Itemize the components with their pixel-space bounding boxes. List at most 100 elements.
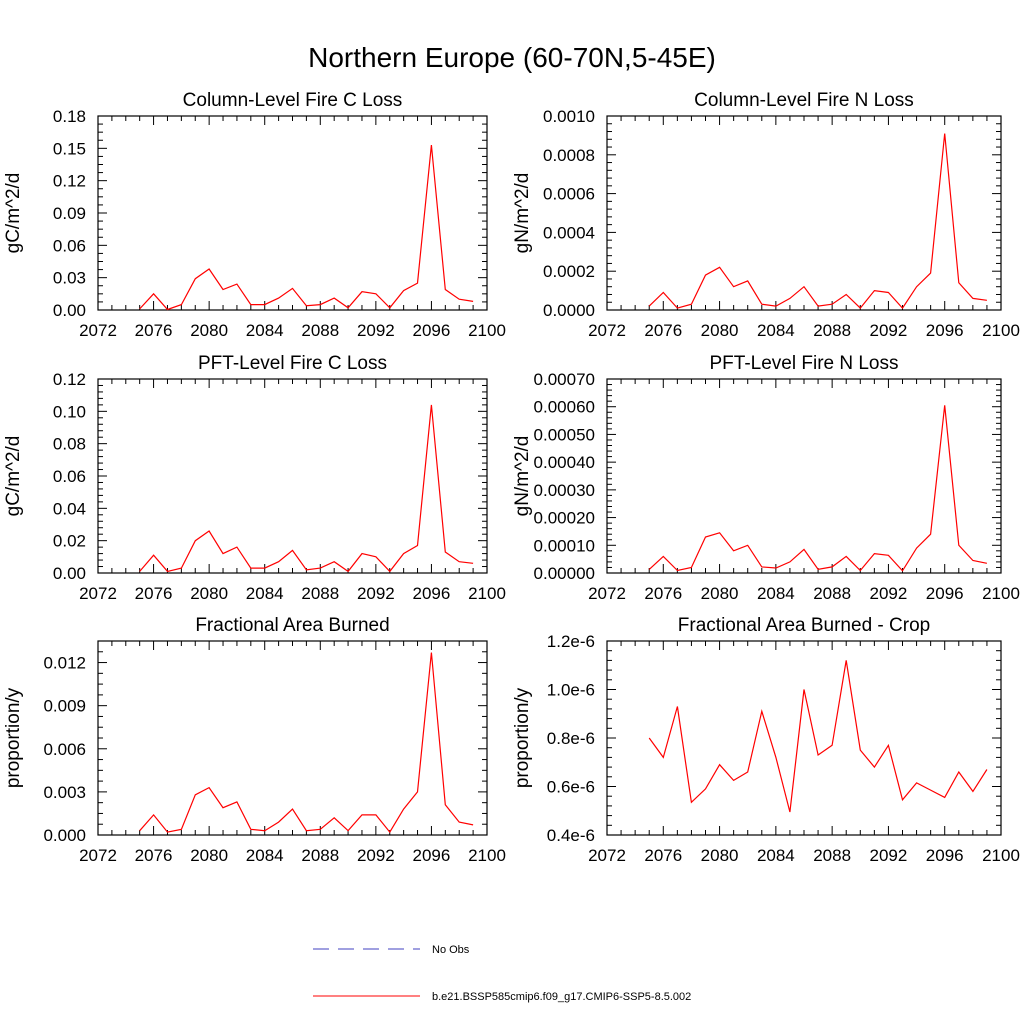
y-tick-label: 0.08 [53, 435, 86, 454]
panel-title: Fractional Area Burned [195, 615, 389, 636]
legend: No Obs b.e21.BSSP585cmip6.f09_g17.CMIP6-S… [313, 944, 691, 1003]
x-tick-label: 2072 [588, 321, 626, 340]
y-tick-label: 0.06 [53, 467, 86, 486]
chart-panel: PFT-Level Fire C Loss gC/m^2/d 2072 2076 208… [3, 353, 506, 603]
x-tick-label: 2088 [301, 846, 339, 865]
x-tick-label: 2080 [701, 321, 739, 340]
x-tick-label: 2096 [926, 584, 964, 603]
y-tick-label: 0.03 [53, 269, 86, 288]
x-tick-label: 2072 [79, 584, 117, 603]
y-tick-label: 0.006 [43, 740, 86, 759]
x-tick-label: 2088 [301, 321, 339, 340]
chart-panel: PFT-Level Fire N Loss gN/m^2/d 2072 2076 208… [512, 353, 1020, 603]
y-tick-label: 1.0e-6 [547, 681, 595, 700]
chart-panel: Fractional Area Burned proportion/y 2072 20… [3, 615, 506, 865]
x-tick-label: 2076 [644, 321, 682, 340]
y-tick-label: 0.04 [53, 499, 86, 518]
x-tick-label: 2084 [246, 584, 284, 603]
legend-label: b.e21.BSSP585cmip6.f09_g17.CMIP6-SSP5-8.… [432, 991, 691, 1003]
x-tick-label: 2092 [870, 321, 908, 340]
x-tick-label: 2080 [190, 584, 228, 603]
y-tick-label: 0.00050 [534, 425, 595, 444]
y-axis-label: proportion/y [512, 687, 533, 788]
y-tick-label: 0.00000 [534, 564, 595, 583]
series-line [139, 404, 474, 573]
series-line [139, 652, 474, 834]
y-tick-label: 0.0006 [543, 185, 595, 204]
chart-panel: Fractional Area Burned - Crop proportion/… [512, 615, 1020, 865]
y-tick-label: 0.00 [53, 301, 86, 320]
y-tick-label: 0.18 [53, 107, 86, 126]
x-tick-label: 2072 [588, 584, 626, 603]
x-tick-label: 2072 [79, 846, 117, 865]
x-tick-label: 2096 [413, 321, 451, 340]
x-tick-label: 2100 [982, 846, 1020, 865]
plot-frame [606, 640, 1002, 836]
y-axis-label: gN/m^2/d [512, 173, 533, 254]
y-tick-label: 0.0010 [543, 107, 595, 126]
y-tick-label: 0.12 [53, 172, 86, 191]
series-line [648, 133, 987, 310]
series-line [648, 405, 988, 572]
x-tick-label: 2092 [357, 584, 395, 603]
x-tick-label: 2084 [757, 321, 795, 340]
x-tick-label: 2092 [870, 584, 908, 603]
x-tick-label: 2084 [757, 584, 795, 603]
chart-panel: Column-Level Fire C Loss gC/m^2/d 2072 2076… [3, 90, 506, 340]
x-tick-label: 2084 [246, 846, 284, 865]
y-tick-label: 0.0008 [543, 146, 595, 165]
plot-frame [97, 115, 488, 311]
y-tick-label: 0.00020 [534, 509, 595, 528]
chart-panel: Column-Level Fire N Loss gN/m^2/d 2072 2076… [512, 90, 1020, 340]
x-tick-label: 2100 [468, 846, 506, 865]
y-tick-label: 0.09 [53, 204, 86, 223]
panel-title: PFT-Level Fire C Loss [198, 353, 387, 374]
y-tick-label: 0.00030 [534, 481, 595, 500]
y-tick-label: 0.0002 [543, 262, 595, 281]
panel-title: Column-Level Fire C Loss [183, 90, 403, 111]
x-tick-label: 2084 [246, 321, 284, 340]
x-tick-label: 2088 [813, 321, 851, 340]
y-tick-label: 0.12 [53, 370, 86, 389]
x-tick-label: 2076 [135, 584, 173, 603]
x-tick-label: 2080 [190, 321, 228, 340]
y-tick-label: 0.00040 [534, 453, 595, 472]
y-tick-label: 0.8e-6 [547, 729, 595, 748]
y-axis-label: gC/m^2/d [3, 436, 24, 517]
y-tick-label: 0.06 [53, 236, 86, 255]
x-tick-label: 2080 [701, 846, 739, 865]
plot-frame [97, 640, 488, 836]
x-tick-label: 2076 [644, 846, 682, 865]
plot-frame [97, 378, 488, 574]
y-tick-label: 1.2e-6 [547, 632, 595, 651]
panel-title: Fractional Area Burned - Crop [678, 615, 930, 636]
x-tick-label: 2100 [982, 584, 1020, 603]
y-tick-label: 0.003 [43, 783, 86, 802]
series-line [139, 145, 474, 311]
y-tick-label: 0.00010 [534, 536, 595, 555]
y-tick-label: 0.0000 [543, 301, 595, 320]
x-tick-label: 2080 [190, 846, 228, 865]
x-tick-label: 2076 [644, 584, 682, 603]
y-axis-label: gN/m^2/d [512, 436, 533, 517]
legend-label: No Obs [432, 944, 470, 956]
y-tick-label: 0.0004 [543, 223, 595, 242]
main-title: Northern Europe (60-70N,5-45E) [308, 42, 716, 73]
x-tick-label: 2076 [135, 321, 173, 340]
chart-panels: Column-Level Fire C Loss gC/m^2/d 2072 2076… [3, 90, 1020, 865]
y-tick-label: 0.012 [43, 654, 86, 673]
x-tick-label: 2092 [357, 321, 395, 340]
y-tick-label: 0.000 [43, 826, 86, 845]
y-axis-label: gC/m^2/d [3, 173, 24, 254]
y-tick-label: 0.00070 [534, 370, 595, 389]
x-tick-label: 2096 [926, 846, 964, 865]
x-tick-label: 2100 [468, 321, 506, 340]
x-tick-label: 2100 [982, 321, 1020, 340]
x-tick-label: 2088 [813, 846, 851, 865]
plot-frame [606, 378, 1002, 574]
y-tick-label: 0.10 [53, 402, 86, 421]
y-tick-label: 0.00060 [534, 398, 595, 417]
y-tick-label: 0.009 [43, 697, 86, 716]
x-tick-label: 2100 [468, 584, 506, 603]
